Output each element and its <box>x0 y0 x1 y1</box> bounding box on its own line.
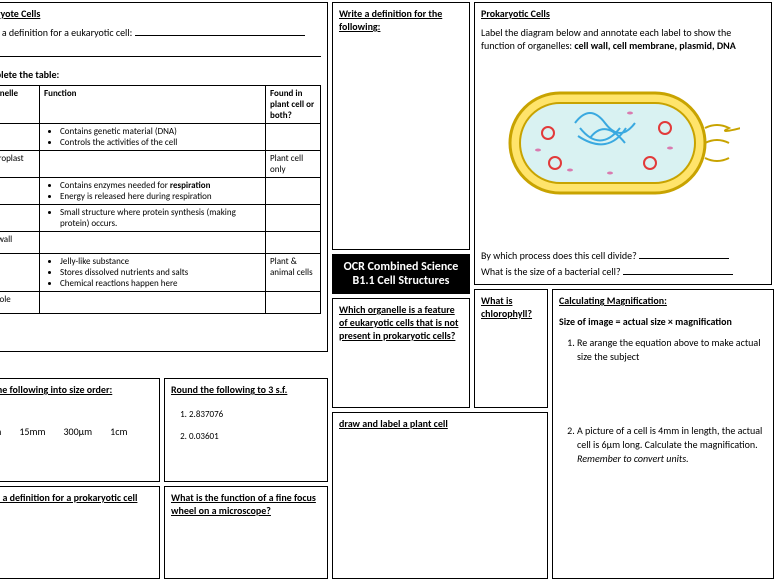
th-found: Found in plant cell or both? <box>266 86 321 124</box>
th-function: Function <box>40 86 266 124</box>
draw-plant-panel: draw and label a plant cell <box>332 412 548 579</box>
prok-def-title: Write a definition for a prokaryotic cel… <box>0 491 153 504</box>
focus-title: What is the function of a fine focus whe… <box>171 491 321 517</box>
th-organelle: Organelle <box>0 86 40 124</box>
focus-panel: What is the function of a fine focus whe… <box>164 486 328 579</box>
chloro-sub: chlorophyll? <box>481 307 541 320</box>
prokaryotic-panel: Prokaryotic Cells Label the diagram belo… <box>474 2 772 285</box>
prok-q2: What is the size of a bacterial cell? <box>481 265 765 278</box>
chlorophyll-panel: What is chlorophyll? <box>474 289 548 408</box>
round-title: Round the following to 3 s.f. <box>171 383 321 396</box>
magn-title: Calculating Magnification: <box>559 294 767 307</box>
organelle-q: Which organelle is a feature of eukaryot… <box>339 303 463 342</box>
magn-formula: Size of image = actual size × magnificat… <box>559 315 767 328</box>
prok-instr: Label the diagram below and annotate eac… <box>481 26 765 52</box>
chloro-title: What is <box>481 294 541 307</box>
round-list: 2.8370760.03601 <box>171 404 321 447</box>
eukaryote-panel: Eukaryote Cells Write a definition for a… <box>0 2 328 352</box>
write-definition-panel: Write a definition for the following: <box>332 2 470 250</box>
size-order-title: Put the following into size order: <box>0 383 153 396</box>
eukaryote-title: Eukaryote Cells <box>0 7 321 20</box>
magn-list: Re arange the equation above to make act… <box>559 336 767 466</box>
round-panel: Round the following to 3 s.f. 2.8370760.… <box>164 378 328 482</box>
size-order-panel: Put the following into size order: ler: … <box>0 378 160 482</box>
bacteria-diagram <box>500 78 740 208</box>
write-def-title: Write a definition for the following: <box>339 7 463 33</box>
organelle-question-panel: Which organelle is a feature of eukaryot… <box>332 298 470 408</box>
eukaryote-def-prompt: Write a definition for a eukaryotic cell… <box>0 26 321 39</box>
complete-table-prompt: Complete the table: <box>0 68 321 81</box>
worksheet-title: OCR Combined ScienceB1.1 Cell Structures <box>332 254 470 294</box>
prok-def-panel: Write a definition for a prokaryotic cel… <box>0 486 160 579</box>
draw-plant-title: draw and label a plant cell <box>339 417 541 430</box>
size-items: 0nm15mm300µm1cm <box>0 425 153 438</box>
magnification-panel: Calculating Magnification: Size of image… <box>552 289 774 579</box>
prok-q1: By which process does this cell divide? <box>481 249 765 262</box>
organelle-table: Organelle Function Found in plant cell o… <box>0 85 321 314</box>
prok-title: Prokaryotic Cells <box>481 7 765 20</box>
